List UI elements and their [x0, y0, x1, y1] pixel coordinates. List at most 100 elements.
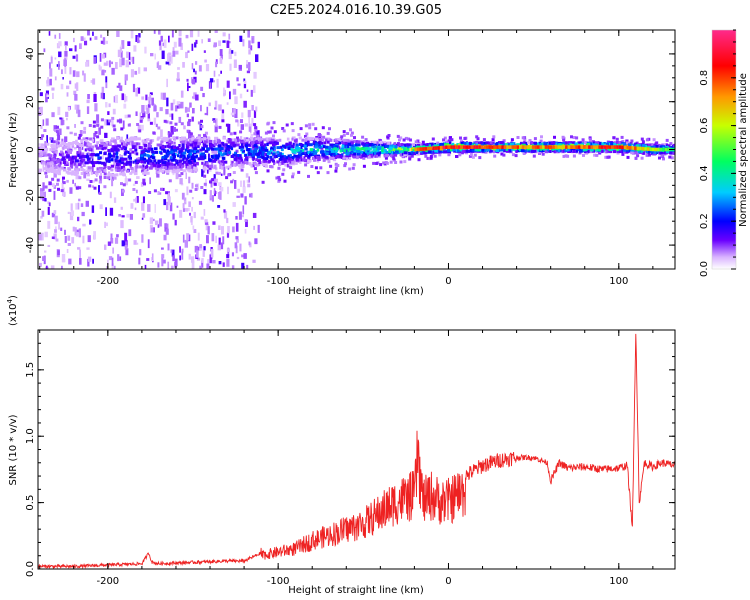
- spectrogram-noise-mark: [245, 219, 248, 227]
- spectrogram-band-mark: [299, 156, 303, 160]
- spectrogram-band-mark: [500, 141, 504, 145]
- spectrogram-noise-mark: [58, 41, 62, 47]
- spectrogram-noise-mark: [226, 248, 230, 252]
- spectrogram-noise-mark: [163, 199, 167, 206]
- spectrogram-band-mark: [256, 153, 260, 156]
- spectrogram-noise-mark: [188, 86, 191, 88]
- spectrogram-noise-mark: [153, 30, 156, 34]
- spectrogram-noise-mark: [77, 216, 80, 222]
- spectrogram-band-mark: [335, 142, 339, 146]
- spectrogram-band-mark: [201, 157, 205, 161]
- spectrogram-band-mark: [218, 139, 221, 143]
- spectrogram-band-mark: [141, 139, 145, 143]
- spectrogram-band-mark: [39, 160, 43, 164]
- spectrogram-noise-mark: [104, 119, 107, 126]
- spectrogram-band-mark: [260, 143, 264, 147]
- spectrogram-band-mark: [120, 147, 124, 151]
- spectrogram-band-mark: [318, 145, 322, 149]
- spectrogram-halo-mark: [81, 152, 85, 156]
- spectrogram-band-mark: [38, 154, 43, 158]
- spectrogram-core-mark: [531, 145, 535, 149]
- spectrogram-band-mark: [583, 140, 587, 144]
- spectrogram-halo-mark: [252, 147, 256, 151]
- snr-x-tick-label: -200: [96, 576, 119, 587]
- spectrogram-band-mark: [58, 152, 62, 156]
- spectrogram-band-mark: [265, 162, 268, 166]
- spectrogram-noise-mark: [64, 229, 66, 235]
- spectrogram-band-mark: [449, 141, 452, 145]
- spectrogram-noise-mark: [215, 118, 218, 127]
- spectrogram-halo-mark: [473, 153, 477, 157]
- spectrogram-noise-mark: [248, 49, 251, 55]
- spectrogram-halo-mark: [54, 125, 58, 129]
- spectrogram-core-mark: [567, 145, 571, 149]
- spectrogram-core-mark: [585, 145, 589, 149]
- spectrogram-noise-mark: [84, 40, 88, 46]
- spectrogram-noise-mark: [192, 96, 194, 99]
- spectrogram-core-mark: [595, 145, 599, 149]
- spectrogram-noise-mark: [213, 150, 218, 155]
- spectrogram-core-mark: [455, 145, 458, 149]
- spectrogram-band-mark: [139, 165, 143, 169]
- spectrogram-band-mark: [194, 146, 197, 150]
- spectrogram-noise-mark: [248, 40, 251, 49]
- spectrogram-core-mark: [542, 145, 545, 149]
- spectrogram-band-mark: [67, 150, 71, 154]
- spectrogram-noise-mark: [165, 228, 169, 235]
- spectrogram-noise-mark: [54, 34, 57, 39]
- spectrogram-band-mark: [105, 159, 108, 163]
- spectrogram-band-mark: [43, 151, 47, 155]
- spectrogram-noise-mark: [176, 72, 180, 78]
- spectrogram-noise-mark: [215, 235, 217, 243]
- spectrogram-noise-mark: [255, 131, 259, 137]
- spectrogram-halo-mark: [541, 152, 545, 156]
- spectrogram-noise-mark: [69, 131, 73, 135]
- spectrogram-halo-mark: [640, 137, 644, 141]
- spectrogram-noise-mark: [101, 69, 105, 76]
- spectrogram-noise-mark: [247, 30, 250, 38]
- spectrogram-band-mark: [168, 137, 172, 141]
- spectrogram-band-mark: [401, 143, 404, 147]
- spectrogram-noise-mark: [87, 258, 90, 267]
- spectrogram-noise-mark: [48, 31, 51, 36]
- spectrogram-noise-mark: [102, 93, 105, 100]
- spectrogram-band-mark: [128, 156, 132, 160]
- spectrogram-band-mark: [371, 140, 375, 144]
- spectrogram-band-mark: [157, 136, 161, 140]
- spectrogram-halo-mark: [220, 141, 223, 145]
- spectrogram-halo-mark: [113, 128, 117, 132]
- spectrogram-band-mark: [452, 148, 456, 152]
- spectrogram-noise-mark: [222, 236, 225, 245]
- spectrogram-band-mark: [121, 172, 125, 176]
- spectrogram-noise-mark: [124, 74, 128, 81]
- spectrogram-halo-mark: [450, 138, 454, 142]
- spectrogram-noise-mark: [250, 133, 254, 137]
- spectrogram-noise-mark: [219, 156, 222, 159]
- spectrogram-band-mark: [128, 162, 132, 166]
- spectrogram-band-mark: [86, 173, 90, 177]
- spectrogram-noise-mark: [186, 78, 189, 82]
- spectrogram-band-mark: [587, 147, 591, 151]
- spectrogram-band-mark: [289, 157, 294, 161]
- spectrogram-band-mark: [380, 146, 385, 150]
- spectrogram-noise-mark: [167, 53, 169, 62]
- spectrogram-band-mark: [288, 141, 292, 145]
- spectrogram-noise-mark: [83, 126, 87, 131]
- spectrogram-band-mark: [148, 144, 151, 148]
- spectrogram-noise-mark: [38, 143, 41, 146]
- spectrogram-halo-mark: [272, 134, 275, 138]
- spectrogram-band-mark: [63, 158, 67, 162]
- spectrogram-noise-mark: [188, 131, 192, 139]
- spectrogram-band-mark: [150, 164, 153, 168]
- spectrogram-band-mark: [390, 148, 394, 152]
- spectrogram-band-mark: [65, 150, 69, 154]
- spectrogram-band-mark: [388, 146, 393, 150]
- spectrogram-band-mark: [347, 145, 350, 148]
- spectrogram-band-mark: [246, 138, 250, 142]
- spectrogram-band-mark: [286, 144, 289, 148]
- spectrogram-noise-mark: [99, 53, 102, 62]
- spectrogram-band-mark: [553, 141, 556, 145]
- spectrogram-band-mark: [38, 168, 42, 172]
- spectrogram-band-mark: [516, 143, 521, 147]
- spectrogram-band-mark: [367, 147, 370, 151]
